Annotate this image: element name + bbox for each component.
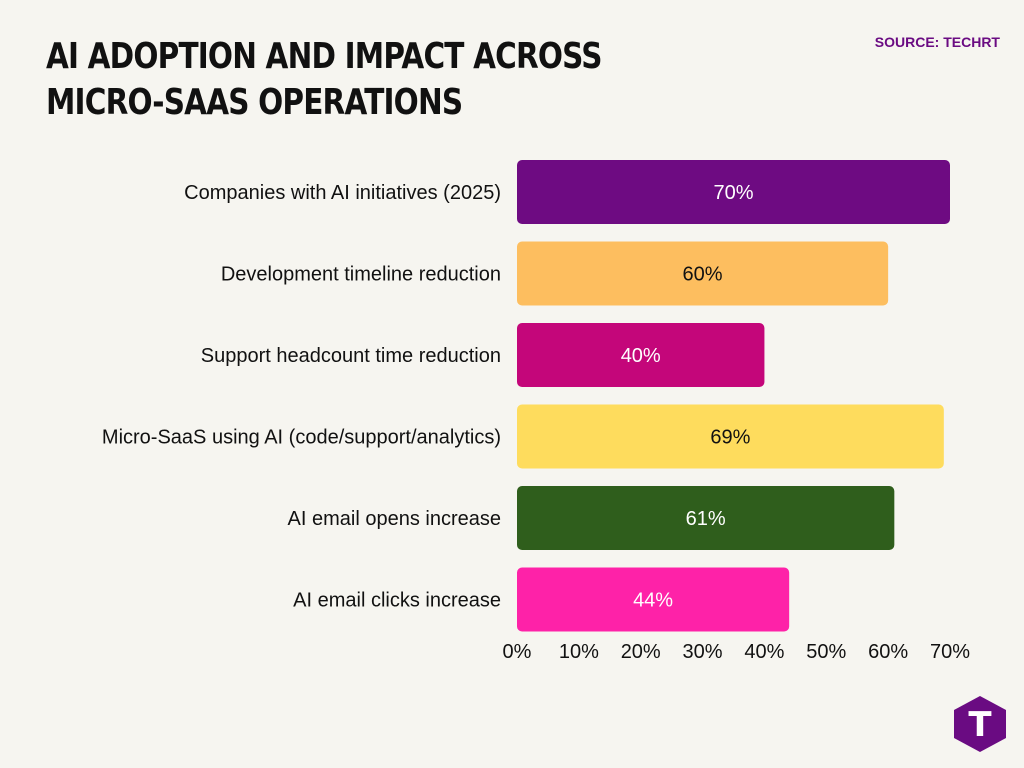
x-tick-label: 30% [683,641,723,663]
x-tick-label: 20% [621,641,661,663]
category-label: Support headcount time reduction [201,345,501,367]
bar [517,567,790,632]
bar-value-label: 60% [683,264,723,286]
category-label: Micro-SaaS using AI (code/support/analyt… [102,427,501,449]
x-tick-label: 40% [744,641,784,663]
source-label: SOURCE: TECHRT [874,34,1000,50]
bar-value-label: 61% [686,508,726,530]
bar-value-label: 69% [710,427,750,449]
logo-letter: T [968,705,992,745]
chart-title: AI ADOPTION AND IMPACT ACROSS MICRO-SAAS… [46,36,603,123]
bar-value-label: 40% [621,345,661,367]
category-label: AI email opens increase [288,508,501,530]
category-label: Development timeline reduction [221,264,501,286]
x-tick-label: 70% [930,641,970,663]
bar [517,160,950,224]
bar [517,486,895,550]
bar [517,323,765,387]
category-label: AI email clicks increase [293,590,501,612]
x-tick-label: 50% [806,641,846,663]
bar-value-label: 44% [633,590,673,612]
bar [517,404,944,469]
bar-value-label: 70% [713,182,753,204]
techrt-logo-icon: T [954,696,1006,752]
bar [517,241,889,306]
x-tick-label: 60% [868,641,908,663]
x-tick-label: 10% [559,641,599,663]
x-tick-label: 0% [503,641,532,663]
category-label: Companies with AI initiatives (2025) [184,182,501,204]
